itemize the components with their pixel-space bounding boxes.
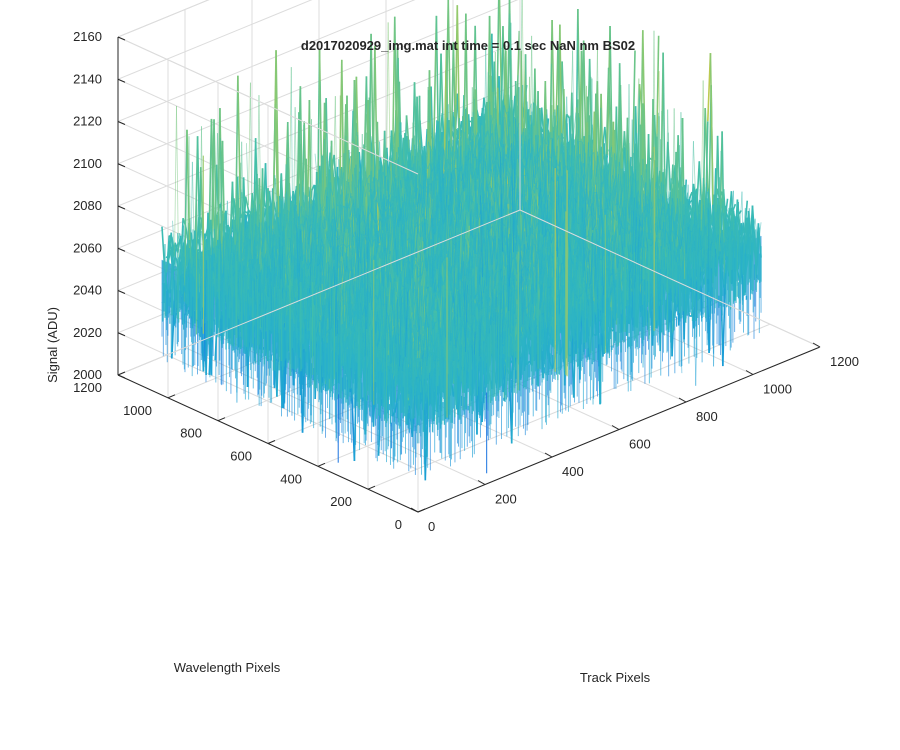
surface-mesh-segment <box>203 239 209 252</box>
wall-gridline <box>117 0 416 122</box>
surface-mesh-segment <box>161 226 166 269</box>
wall-gridline <box>117 0 313 80</box>
wall-gridline <box>117 332 419 471</box>
surface-mesh-segment <box>447 0 452 159</box>
surface-mesh-segment <box>395 110 400 148</box>
surface-mesh-segment <box>374 45 379 206</box>
surface-mesh-segment <box>244 196 250 210</box>
surface-plot <box>161 0 762 481</box>
floor-gridline <box>367 323 771 490</box>
surface-mesh-segment <box>231 181 236 254</box>
surface-mesh-segment <box>275 50 280 225</box>
